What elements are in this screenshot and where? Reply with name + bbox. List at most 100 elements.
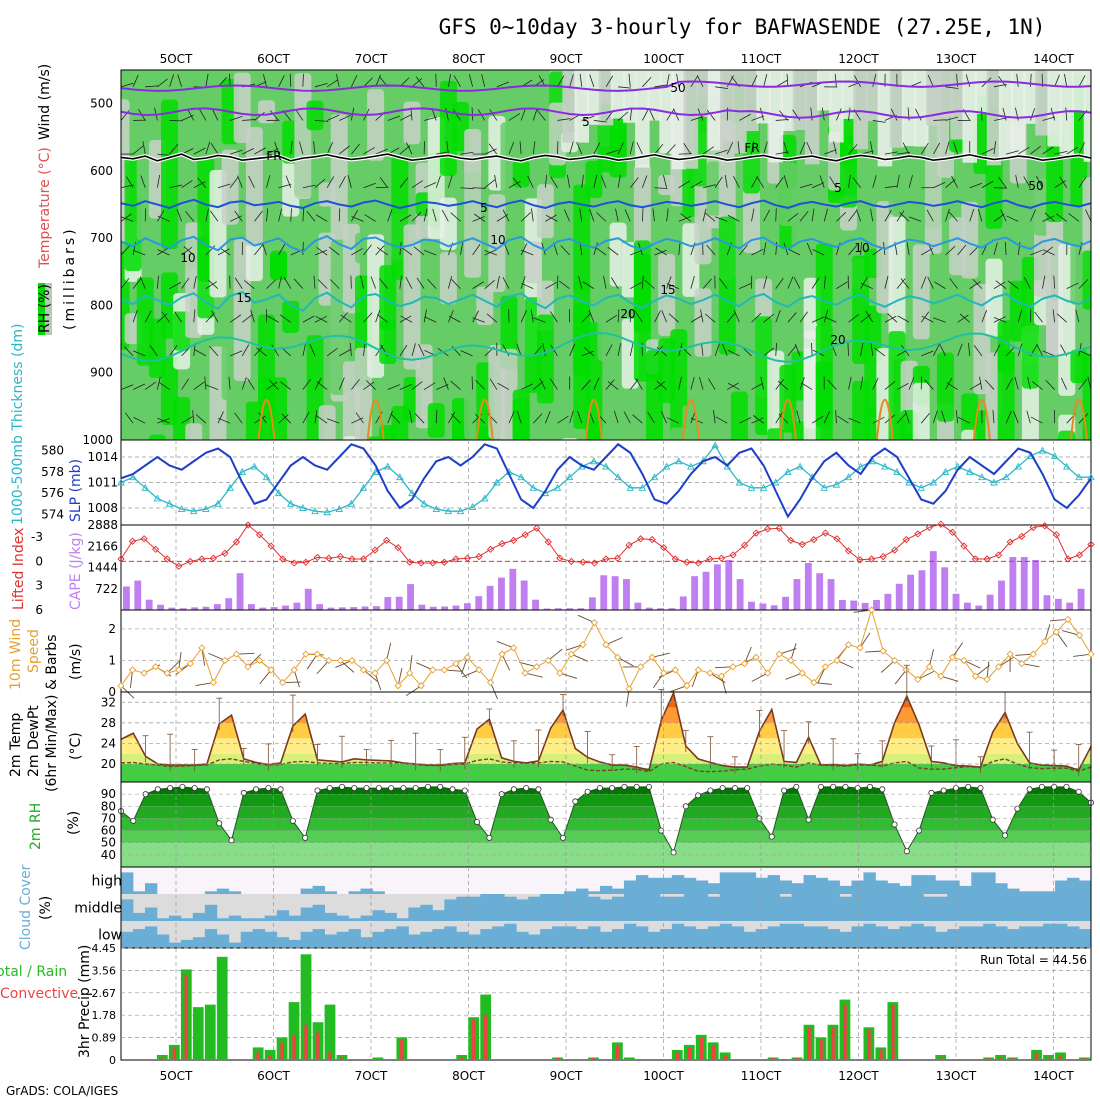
wind-barb — [229, 350, 243, 357]
wind-barb — [557, 415, 569, 424]
wind-barb — [896, 382, 909, 390]
wind-barb — [145, 85, 159, 88]
wind-barb — [1026, 410, 1031, 424]
wind-speed-point — [544, 656, 552, 665]
wind-barb — [326, 79, 339, 88]
rh2m-point — [670, 849, 677, 856]
wind-barb — [899, 212, 910, 222]
wind-barb — [917, 670, 935, 680]
cloud-middle-bar — [504, 896, 517, 921]
wind-barb — [1036, 176, 1043, 188]
cloud-high-bar — [647, 877, 661, 894]
top-x-axis: 5OCT 6OCT 7OCT 8OCT 9OCT 10OCT 11OCT 12OCT 13OCT… — [160, 52, 1075, 66]
precip-convective-bar — [1046, 1057, 1051, 1060]
contour-label: 50 — [670, 81, 685, 95]
wind-barb — [533, 317, 546, 323]
wind-barb — [945, 86, 959, 89]
cloud-low-bar — [767, 926, 781, 948]
lifted-index-point — [1075, 551, 1084, 559]
wind-barb — [603, 275, 607, 289]
rh-cell — [282, 300, 300, 333]
wind-barb — [340, 660, 355, 673]
wind-speed-point — [613, 653, 622, 661]
rh2m-point — [412, 785, 419, 792]
wind-barb — [306, 653, 318, 670]
wind-barb — [1087, 376, 1091, 390]
wind-barb — [763, 209, 771, 222]
wind-barb — [756, 176, 764, 188]
wind-barb — [1042, 249, 1055, 256]
wind-barb — [880, 660, 895, 673]
wind-barb — [872, 175, 877, 188]
wind-barb — [714, 343, 720, 357]
rh2m-point — [866, 783, 873, 790]
lifted-index-point — [267, 542, 275, 550]
wind-barb — [783, 141, 789, 155]
rh-cell — [512, 160, 530, 188]
y-tick-label: 0 — [108, 685, 116, 699]
wind-barb — [793, 276, 801, 289]
rh-cell — [439, 252, 457, 305]
rh-cell — [1046, 133, 1064, 223]
cloud-high-bar — [791, 883, 804, 894]
lifted-index-point — [1041, 522, 1049, 530]
cape-bar — [1077, 588, 1085, 610]
cloud-middle-bar — [492, 894, 505, 921]
wind-barb — [338, 377, 345, 390]
wind-barb — [908, 216, 922, 222]
cloud-low-bar — [971, 926, 984, 948]
wind-barb — [234, 277, 243, 289]
wind-barb — [132, 383, 146, 390]
wind-barb — [259, 669, 272, 685]
rh2m-point — [314, 787, 321, 794]
wind-barb — [258, 412, 267, 424]
wind-barb — [872, 377, 879, 390]
rh-cell — [536, 184, 554, 239]
wind-barb — [1036, 344, 1043, 357]
cloud-low-bar — [875, 926, 888, 948]
wind-barb — [193, 275, 197, 289]
wind-barb — [399, 384, 412, 390]
rh-cell — [888, 216, 906, 360]
cloud-middle-bar — [827, 894, 840, 921]
wind-barb — [484, 279, 495, 289]
rh2m-point — [596, 785, 603, 792]
thickness-point — [262, 473, 271, 481]
wind-barb — [1066, 282, 1079, 289]
cloud-middle-bar — [480, 894, 493, 921]
thickness-point — [759, 483, 768, 491]
lifted-index-point — [960, 542, 968, 550]
rh2m-point — [375, 785, 382, 792]
lifted-index-point — [429, 559, 437, 567]
wind-barb — [181, 378, 190, 390]
y-tick-label: 80 — [101, 799, 116, 813]
x-tick-label-bottom: 6OCT — [257, 1069, 290, 1083]
precip-convective-bar — [819, 1039, 823, 1060]
wind-barb — [197, 177, 207, 188]
wind-speed-point — [209, 678, 218, 687]
lifted-index-point — [994, 551, 1003, 559]
thickness-point — [335, 505, 344, 513]
cloud-high-bar — [683, 877, 697, 894]
wind-barb — [933, 317, 946, 323]
wind-barb — [763, 74, 768, 87]
wind-barb — [751, 249, 764, 256]
y-tick-label: 900 — [90, 366, 113, 380]
thickness-point — [650, 473, 659, 481]
wind-barb — [290, 141, 293, 155]
upper-air-panel: 5FRFR55101010151520205050500600700800900… — [82, 69, 1092, 447]
run-total: Run Total = 44.56 — [980, 953, 1087, 967]
wind-barb — [852, 177, 861, 188]
wind-barb — [948, 211, 958, 222]
temp-contour-25 — [1069, 398, 1088, 440]
cloud-low-bar — [588, 926, 601, 948]
wind-barb — [411, 180, 424, 189]
cloud-middle-bar — [875, 894, 888, 921]
wind-barb — [1066, 146, 1079, 155]
wind-barb — [799, 311, 808, 323]
wind-barb — [484, 250, 498, 256]
rh-upper-cell — [683, 70, 699, 169]
thickness-point — [383, 462, 392, 470]
wind-barb — [617, 656, 634, 667]
wind-barb — [691, 669, 699, 687]
